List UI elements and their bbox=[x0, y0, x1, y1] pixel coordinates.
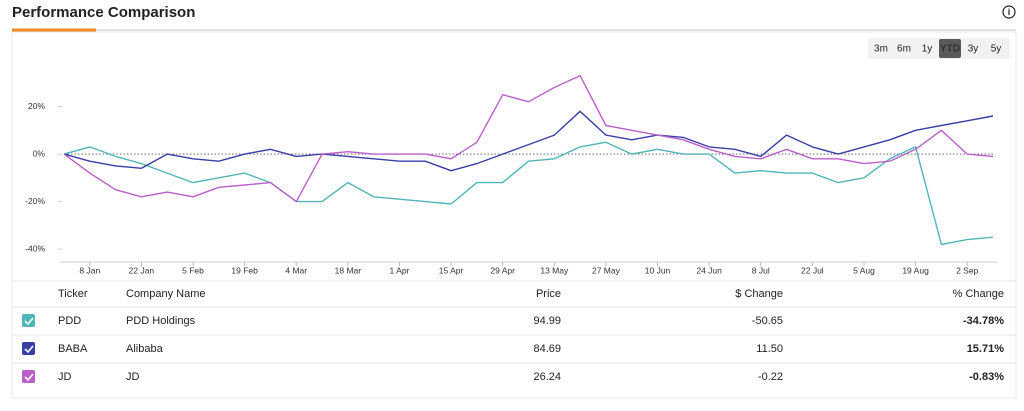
x-tick-label: 5 Aug bbox=[853, 265, 875, 275]
checkbox-tick[interactable] bbox=[24, 317, 34, 326]
y-tick-label: -20% bbox=[25, 196, 45, 206]
range-button[interactable]: 5y bbox=[991, 44, 1002, 55]
table-cell: 94.99 bbox=[533, 315, 561, 327]
column-header: Ticker bbox=[58, 288, 88, 300]
table-cell: 11.50 bbox=[756, 343, 783, 355]
table-cell: -50.65 bbox=[752, 315, 783, 327]
info-icon[interactable] bbox=[1002, 5, 1016, 19]
x-tick-label: 22 Jan bbox=[129, 265, 155, 275]
row-checkbox[interactable] bbox=[22, 342, 35, 355]
table-cell: 26.24 bbox=[533, 371, 561, 383]
y-tick-label: -40% bbox=[25, 243, 45, 253]
x-tick-label: 15 Apr bbox=[439, 265, 464, 275]
y-tick-label: 20% bbox=[28, 101, 45, 111]
table-cell: JD bbox=[126, 371, 140, 383]
x-tick-label: 29 Apr bbox=[490, 265, 515, 275]
x-tick-label: 1 Apr bbox=[390, 265, 410, 275]
x-tick-label: 18 Mar bbox=[335, 265, 362, 275]
range-button[interactable]: YTD bbox=[940, 44, 960, 55]
x-tick-label: 8 Jul bbox=[752, 265, 770, 275]
panel bbox=[11, 31, 1017, 399]
x-tick-label: 19 Aug bbox=[902, 265, 929, 275]
x-tick-label: 24 Jun bbox=[696, 265, 722, 275]
x-tick-label: 10 Jun bbox=[645, 265, 671, 275]
range-button[interactable]: 6m bbox=[897, 44, 911, 55]
x-tick-label: 19 Feb bbox=[231, 265, 258, 275]
series-line bbox=[63, 74, 994, 203]
x-tick-label: 4 Mar bbox=[285, 265, 307, 275]
checkbox-tick[interactable] bbox=[24, 345, 34, 354]
range-button[interactable]: 3y bbox=[968, 44, 979, 55]
column-header: Company Name bbox=[126, 288, 205, 300]
series-line bbox=[63, 141, 994, 246]
range-button[interactable]: 1y bbox=[922, 44, 933, 55]
table-cell: 15.71% bbox=[967, 343, 1005, 355]
x-tick-label: 22 Jul bbox=[801, 265, 824, 275]
page-title: Performance Comparison bbox=[12, 4, 195, 21]
column-header: $ Change bbox=[735, 288, 783, 300]
table-cell: PDD Holdings bbox=[126, 315, 196, 327]
table-cell: -0.83% bbox=[969, 371, 1004, 383]
table-cell: Alibaba bbox=[126, 343, 164, 355]
column-header: Price bbox=[536, 288, 561, 300]
x-tick-label: 27 May bbox=[592, 265, 621, 275]
ticker: BABA bbox=[58, 343, 88, 355]
table-cell: -0.22 bbox=[758, 371, 783, 383]
x-tick-label: 2 Sep bbox=[956, 265, 978, 275]
range-button-active[interactable] bbox=[939, 39, 961, 58]
ticker: PDD bbox=[58, 315, 81, 327]
row-checkbox[interactable] bbox=[22, 370, 35, 383]
column-header: % Change bbox=[953, 288, 1004, 300]
row-checkbox[interactable] bbox=[22, 314, 35, 327]
x-tick-label: 13 May bbox=[540, 265, 569, 275]
table-cell: -34.78% bbox=[963, 315, 1004, 327]
checkbox-tick[interactable] bbox=[24, 373, 34, 382]
table-cell: 84.69 bbox=[533, 343, 561, 355]
x-tick-label: 8 Jan bbox=[79, 265, 100, 275]
info-icon-text[interactable]: i bbox=[1008, 7, 1011, 17]
y-tick-label: 0% bbox=[33, 148, 46, 158]
range-button[interactable]: 3m bbox=[874, 44, 888, 55]
ticker: JD bbox=[58, 371, 72, 383]
series-line bbox=[63, 110, 994, 172]
x-tick-label: 5 Feb bbox=[182, 265, 204, 275]
